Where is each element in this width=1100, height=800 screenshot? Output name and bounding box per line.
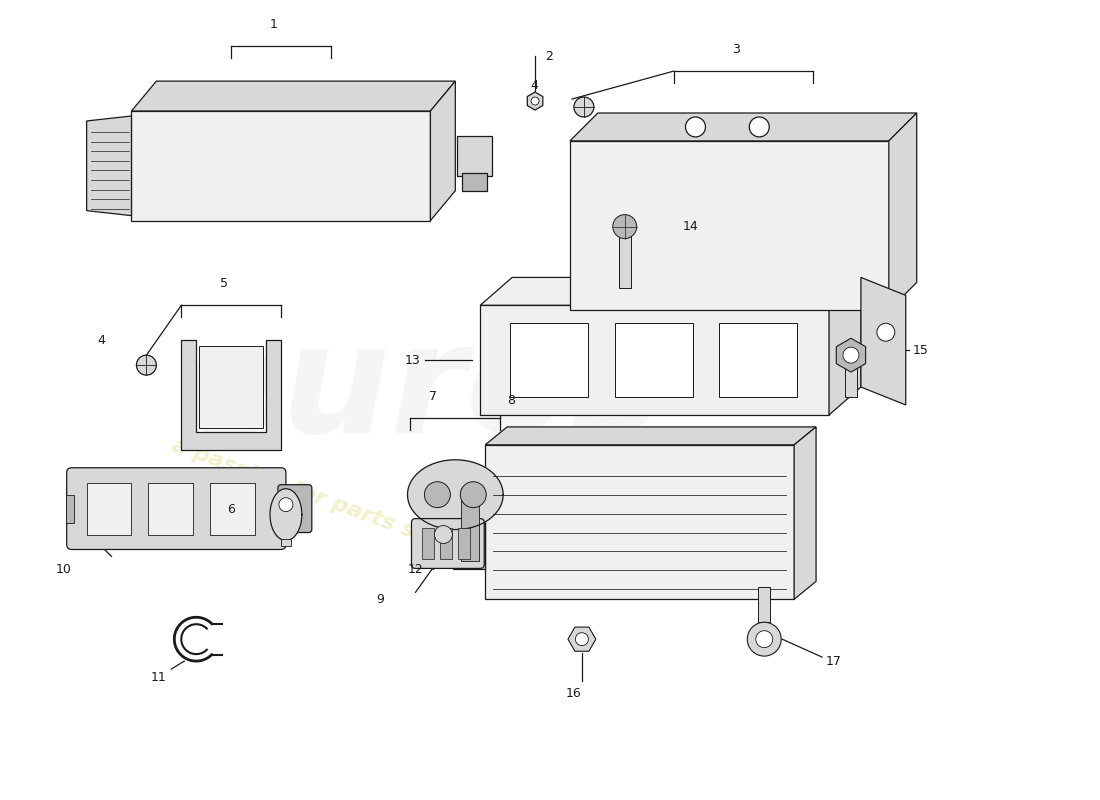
Bar <box>280 538 290 546</box>
Polygon shape <box>889 113 916 310</box>
Bar <box>422 527 435 559</box>
Text: 12: 12 <box>408 563 424 576</box>
Text: 11: 11 <box>151 670 166 683</box>
Text: 9: 9 <box>376 593 385 606</box>
Bar <box>719 323 797 397</box>
Bar <box>87 482 132 534</box>
Text: 4: 4 <box>98 334 106 346</box>
Text: 10: 10 <box>56 563 72 576</box>
Circle shape <box>279 498 293 512</box>
Bar <box>510 323 587 397</box>
Polygon shape <box>794 427 816 599</box>
Text: 15: 15 <box>913 344 928 357</box>
Polygon shape <box>485 445 794 599</box>
Polygon shape <box>861 278 905 405</box>
Bar <box>459 527 471 559</box>
Bar <box>845 355 857 397</box>
Circle shape <box>749 117 769 137</box>
Circle shape <box>531 97 539 105</box>
Circle shape <box>613 214 637 238</box>
Polygon shape <box>87 116 132 216</box>
Circle shape <box>575 633 589 646</box>
Polygon shape <box>462 173 487 190</box>
Polygon shape <box>481 306 829 415</box>
Text: 2: 2 <box>544 50 553 62</box>
Text: 6: 6 <box>228 503 235 516</box>
Text: 5: 5 <box>220 277 228 290</box>
Text: 14: 14 <box>682 220 698 233</box>
Bar <box>199 346 263 428</box>
Polygon shape <box>481 278 861 306</box>
Bar <box>758 587 770 622</box>
Text: euros: euros <box>178 315 662 465</box>
Bar <box>440 527 452 559</box>
Text: 16: 16 <box>566 687 582 701</box>
Polygon shape <box>430 81 455 221</box>
Polygon shape <box>407 460 503 530</box>
Circle shape <box>136 355 156 375</box>
FancyBboxPatch shape <box>278 485 311 533</box>
Bar <box>66 494 74 522</box>
Polygon shape <box>570 113 916 141</box>
FancyBboxPatch shape <box>411 518 484 569</box>
Polygon shape <box>527 92 542 110</box>
Polygon shape <box>132 81 455 111</box>
Polygon shape <box>570 141 889 310</box>
Text: 13: 13 <box>405 354 420 366</box>
Circle shape <box>843 347 859 363</box>
Circle shape <box>877 323 894 342</box>
Text: 7: 7 <box>429 390 438 402</box>
Text: a passion for parts since 1985: a passion for parts since 1985 <box>169 435 532 584</box>
Circle shape <box>425 482 450 508</box>
Circle shape <box>434 526 452 543</box>
Bar <box>210 482 255 534</box>
Bar <box>461 488 480 562</box>
Circle shape <box>460 482 486 508</box>
Polygon shape <box>829 278 861 415</box>
Circle shape <box>747 622 781 656</box>
Bar <box>453 480 485 570</box>
Text: 17: 17 <box>826 654 842 667</box>
Text: 1: 1 <box>270 18 278 31</box>
Text: 8: 8 <box>507 394 515 406</box>
Polygon shape <box>458 136 492 176</box>
Bar <box>148 482 194 534</box>
Text: 3: 3 <box>733 42 740 56</box>
Polygon shape <box>182 340 280 450</box>
Polygon shape <box>132 111 430 221</box>
FancyBboxPatch shape <box>67 468 286 550</box>
Text: 4: 4 <box>530 78 538 91</box>
Polygon shape <box>836 338 866 372</box>
Circle shape <box>685 117 705 137</box>
Bar <box>619 234 630 288</box>
Polygon shape <box>568 627 596 651</box>
Polygon shape <box>270 489 301 541</box>
Bar <box>615 323 693 397</box>
Polygon shape <box>485 427 816 445</box>
Circle shape <box>574 97 594 117</box>
Circle shape <box>756 630 772 648</box>
